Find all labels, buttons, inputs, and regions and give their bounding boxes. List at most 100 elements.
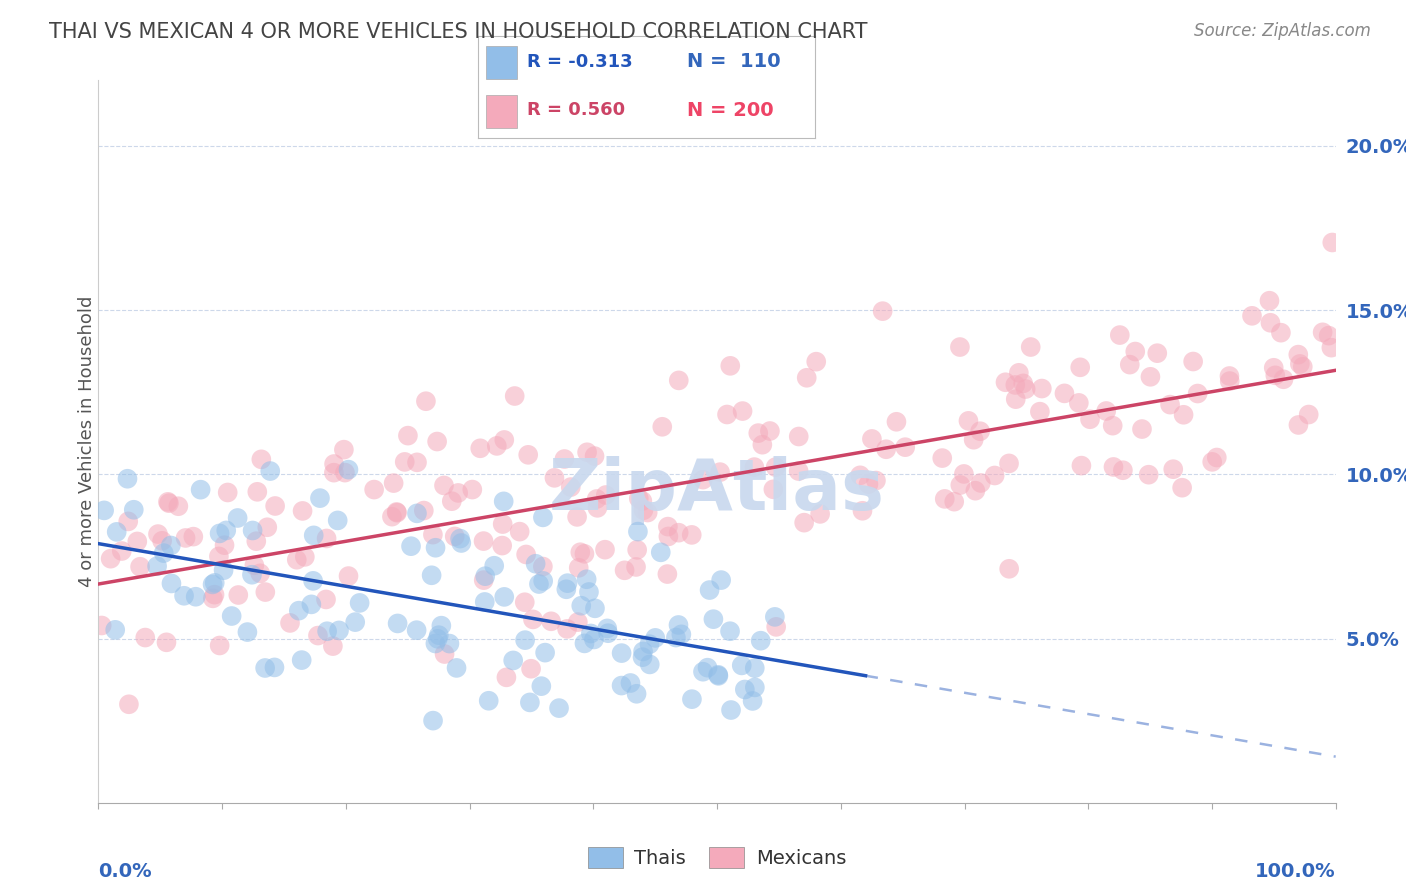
Point bbox=[509, 524, 531, 539]
Point bbox=[1298, 408, 1320, 422]
Point bbox=[707, 669, 730, 683]
Point bbox=[412, 503, 434, 517]
Point bbox=[720, 703, 742, 717]
Point bbox=[949, 478, 972, 492]
Point bbox=[381, 509, 404, 524]
Point bbox=[1173, 408, 1195, 422]
Point bbox=[520, 662, 543, 676]
Point bbox=[741, 694, 763, 708]
Point bbox=[316, 624, 339, 639]
Point bbox=[1171, 481, 1194, 495]
Point bbox=[681, 692, 703, 706]
Text: 100.0%: 100.0% bbox=[1256, 862, 1336, 881]
Point bbox=[567, 615, 589, 629]
Point bbox=[399, 539, 422, 553]
Point bbox=[491, 539, 513, 553]
Point bbox=[596, 626, 619, 640]
Point bbox=[382, 476, 405, 491]
Point bbox=[111, 544, 134, 558]
Point bbox=[860, 432, 883, 446]
Point bbox=[146, 559, 169, 574]
Point bbox=[427, 628, 450, 642]
Point bbox=[808, 507, 831, 521]
Text: N = 200: N = 200 bbox=[688, 101, 773, 120]
Point bbox=[447, 486, 470, 500]
Point bbox=[208, 549, 231, 564]
Point bbox=[994, 376, 1017, 390]
Point bbox=[439, 636, 461, 650]
Point bbox=[204, 575, 226, 590]
Point bbox=[242, 524, 264, 538]
Point bbox=[215, 524, 238, 538]
Point bbox=[478, 694, 501, 708]
Point bbox=[129, 559, 152, 574]
Point bbox=[446, 661, 468, 675]
Point bbox=[396, 428, 419, 442]
Point bbox=[1119, 358, 1142, 372]
Point bbox=[998, 562, 1021, 576]
Point bbox=[638, 637, 661, 651]
Point bbox=[627, 524, 650, 539]
Point bbox=[744, 460, 766, 475]
Point bbox=[668, 373, 690, 387]
Point bbox=[858, 477, 880, 491]
Point bbox=[1264, 368, 1286, 383]
Point bbox=[415, 394, 437, 409]
Point bbox=[668, 525, 690, 540]
Point bbox=[250, 452, 273, 467]
Point bbox=[433, 647, 456, 661]
Point bbox=[387, 616, 409, 631]
Point bbox=[787, 464, 810, 478]
Point bbox=[134, 631, 156, 645]
Point bbox=[681, 528, 703, 542]
Point bbox=[385, 506, 408, 520]
Point bbox=[1270, 326, 1292, 340]
Point bbox=[93, 503, 115, 517]
Point bbox=[749, 633, 772, 648]
Point bbox=[246, 484, 269, 499]
Point bbox=[208, 526, 231, 541]
Point bbox=[201, 577, 224, 591]
Point bbox=[931, 451, 953, 466]
Point bbox=[527, 577, 550, 591]
Point bbox=[763, 610, 786, 624]
Point bbox=[127, 534, 149, 549]
Point bbox=[644, 631, 666, 645]
Point bbox=[425, 541, 447, 555]
Point bbox=[633, 503, 655, 517]
Point bbox=[167, 500, 190, 514]
Point bbox=[668, 618, 690, 632]
Point bbox=[787, 429, 810, 443]
Point bbox=[796, 371, 818, 385]
Point bbox=[626, 687, 648, 701]
Point bbox=[765, 620, 787, 634]
Point bbox=[173, 589, 195, 603]
Point bbox=[449, 532, 471, 546]
Point bbox=[1019, 340, 1042, 354]
Point bbox=[1078, 412, 1101, 426]
Point bbox=[256, 520, 278, 534]
Point bbox=[470, 442, 492, 456]
Point bbox=[259, 464, 281, 478]
Point bbox=[495, 670, 517, 684]
Point bbox=[515, 548, 537, 562]
Point bbox=[576, 445, 599, 459]
Y-axis label: 4 or more Vehicles in Household: 4 or more Vehicles in Household bbox=[79, 296, 96, 587]
Point bbox=[443, 529, 465, 543]
Point bbox=[886, 415, 908, 429]
Point bbox=[568, 561, 591, 575]
Point bbox=[406, 507, 429, 521]
Point bbox=[254, 661, 277, 675]
Point bbox=[236, 625, 259, 640]
Point bbox=[307, 629, 329, 643]
Point bbox=[406, 455, 429, 469]
Point bbox=[957, 414, 980, 428]
Point bbox=[322, 639, 344, 653]
Point bbox=[696, 661, 718, 675]
Point bbox=[1004, 392, 1026, 406]
Point bbox=[349, 596, 371, 610]
Point bbox=[586, 500, 609, 515]
Point bbox=[716, 408, 738, 422]
Point bbox=[146, 527, 169, 541]
Point bbox=[1322, 235, 1344, 250]
